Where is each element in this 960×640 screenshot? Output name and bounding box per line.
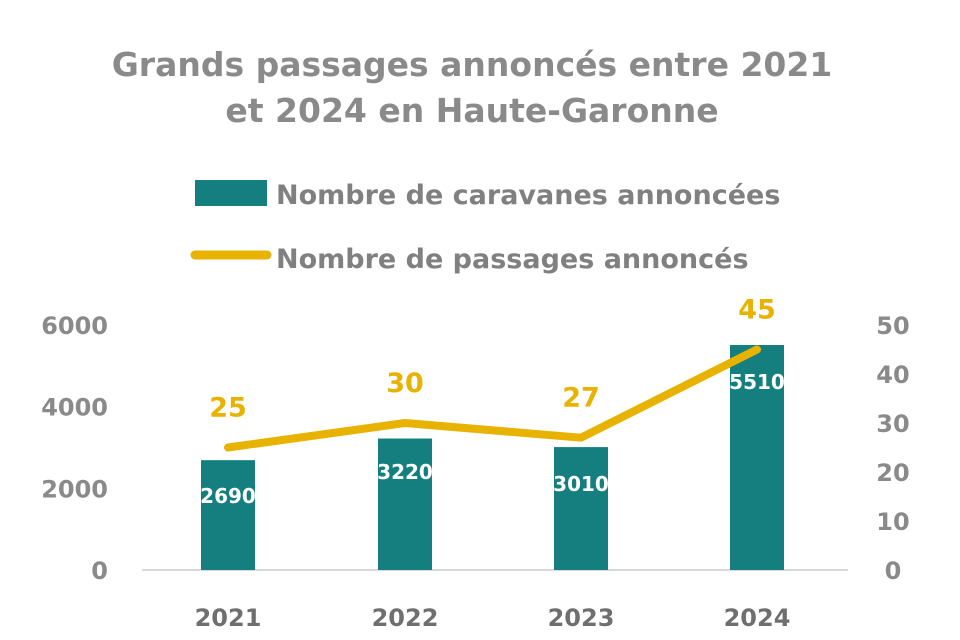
chart-title-line-1: Grands passages annoncés entre 2021 xyxy=(112,45,833,84)
y-right-tick-label: 40 xyxy=(876,361,909,389)
x-tick-label: 2021 xyxy=(195,604,262,632)
y-right-tick-label: 0 xyxy=(885,557,902,585)
y-right-tick-label: 20 xyxy=(876,459,909,487)
legend-swatch-bar xyxy=(195,180,267,206)
bar-data-label: 3010 xyxy=(553,472,609,496)
y-left-tick-label: 6000 xyxy=(41,312,108,340)
y-axis-left: 0 2000 4000 6000 xyxy=(41,312,108,585)
y-left-tick-label: 0 xyxy=(91,557,108,585)
chart-title: Grands passages annoncés entre 2021 et 2… xyxy=(112,45,833,130)
legend: Nombre de caravanes annoncées Nombre de … xyxy=(190,180,780,275)
bar xyxy=(378,438,432,570)
y-left-tick-label: 4000 xyxy=(41,394,108,422)
line-data-label: 27 xyxy=(562,383,600,414)
x-tick-label: 2023 xyxy=(548,604,615,632)
line-data-label: 25 xyxy=(209,393,247,424)
x-tick-label: 2024 xyxy=(724,604,791,632)
line-series-path xyxy=(224,345,761,452)
x-axis: 2021 2022 2023 2024 xyxy=(195,604,791,632)
chart-title-line-2: et 2024 en Haute-Garonne xyxy=(225,91,718,130)
bar-data-label: 3220 xyxy=(377,460,433,484)
y-right-tick-label: 30 xyxy=(876,410,909,438)
bar-data-label: 2690 xyxy=(200,484,256,508)
y-right-tick-label: 50 xyxy=(876,312,909,340)
bar xyxy=(201,460,255,570)
line-data-label: 45 xyxy=(738,295,776,326)
y-left-tick-label: 2000 xyxy=(41,475,108,503)
y-right-tick-label: 10 xyxy=(876,508,909,536)
y-axis-right: 0 10 20 30 40 50 xyxy=(876,312,909,585)
bar-series: 2690 3220 3010 5510 xyxy=(200,345,785,570)
x-tick-label: 2022 xyxy=(372,604,439,632)
bar xyxy=(554,447,608,570)
line-data-label: 30 xyxy=(386,368,424,399)
line-series: 25 30 27 45 xyxy=(209,295,776,452)
bar xyxy=(730,345,784,570)
legend-label-passages: Nombre de passages annoncés xyxy=(276,244,749,275)
bar-data-label: 5510 xyxy=(729,370,785,394)
legend-label-caravanes: Nombre de caravanes annoncées xyxy=(276,180,780,211)
